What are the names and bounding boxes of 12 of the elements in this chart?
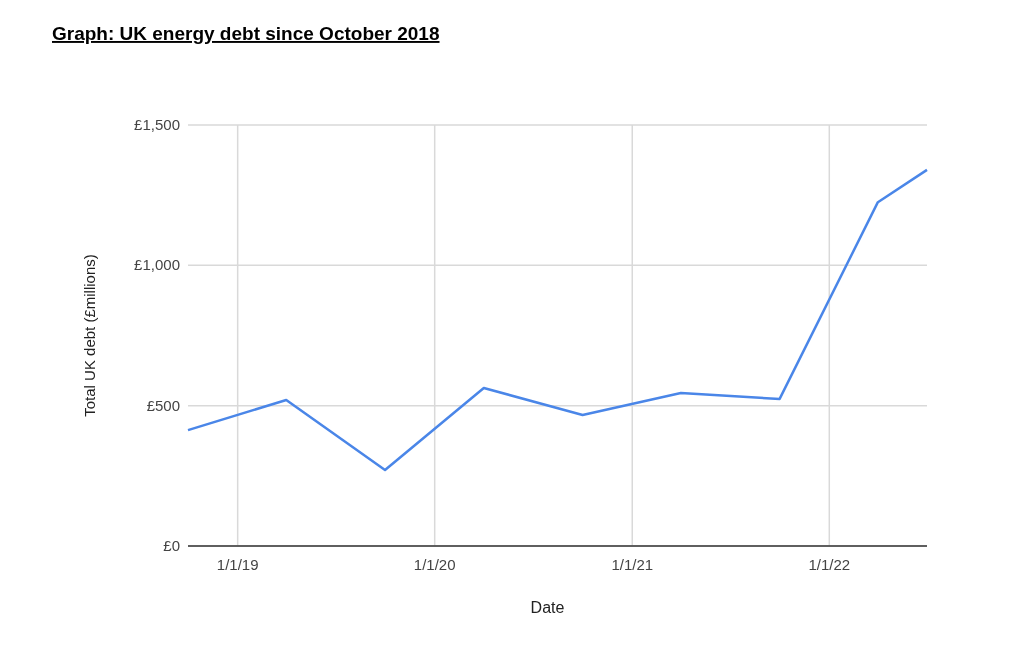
y-tick-label: £500 xyxy=(146,396,180,414)
chart-title: Graph: UK energy debt since October 2018 xyxy=(52,23,440,44)
line-series xyxy=(186,168,929,472)
x-tick-label: 1/1/19 xyxy=(216,556,259,573)
x-tick-label: 1/1/20 xyxy=(413,556,456,573)
x-tick-label: 1/1/21 xyxy=(611,556,654,573)
y-axis-title: Total UK debt (£millions) xyxy=(81,254,98,417)
x-axis-title: Date xyxy=(530,599,565,616)
y-tick-label: £0 xyxy=(163,537,180,554)
y-tick-label: £1,000 xyxy=(134,256,180,274)
x-tick-label: 1/1/22 xyxy=(808,556,851,573)
y-tick-label: £1,500 xyxy=(134,116,180,133)
